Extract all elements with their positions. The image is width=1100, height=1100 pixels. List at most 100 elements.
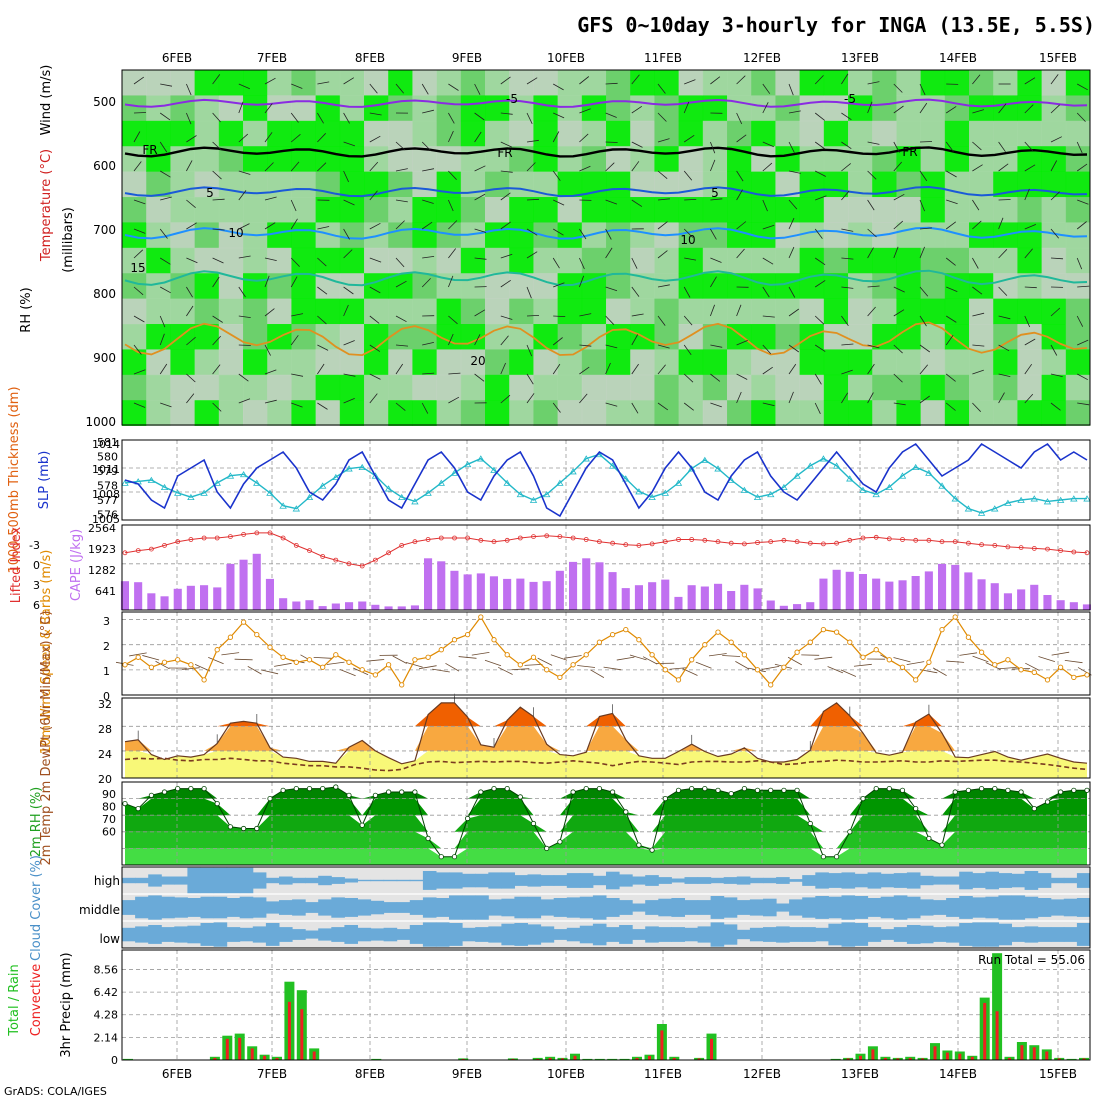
lifted-index-point — [610, 540, 615, 546]
rh-cell — [606, 197, 631, 223]
precip-convective-bar — [995, 1011, 999, 1060]
wind-barb — [631, 334, 639, 346]
wind-barb — [972, 109, 985, 114]
rh-cell — [315, 298, 341, 325]
wind-barb — [736, 112, 743, 125]
cloud-bar-high — [122, 877, 136, 884]
rh-cell — [122, 95, 147, 122]
wind-barb — [735, 661, 750, 670]
rh-cell — [630, 197, 655, 223]
cloud-bar-middle — [553, 898, 568, 917]
cloud-bar-low — [187, 925, 201, 944]
wind-barb — [317, 402, 328, 410]
wind-speed-point — [161, 659, 168, 665]
cape-bar — [977, 579, 986, 610]
rh-cell — [606, 349, 631, 376]
cloud-bar-high — [592, 875, 607, 886]
cloud-bar-low — [880, 929, 895, 940]
cape-bar — [318, 606, 327, 610]
top-day-label: 6FEB — [162, 51, 192, 65]
wind-barb — [247, 666, 262, 675]
wind-barb — [972, 344, 985, 347]
rh-cell — [848, 400, 873, 426]
wind-barb — [526, 393, 535, 404]
lifted-index-point — [227, 534, 233, 539]
rh-cell — [146, 70, 171, 96]
wind-barb — [814, 75, 824, 85]
precip-convective-bar — [561, 1058, 564, 1060]
cloud-bar-low — [1024, 926, 1039, 943]
wind-speed-point — [926, 659, 932, 665]
wind-barb — [264, 399, 277, 404]
rh-cell — [1041, 400, 1067, 426]
wind-barb — [893, 657, 911, 663]
wind-barb — [186, 112, 192, 125]
cloud-bar-high — [632, 876, 646, 885]
cloud-bar-low — [514, 923, 528, 946]
wind-speed-point — [649, 652, 655, 658]
cloud-bar-middle — [645, 900, 659, 915]
rh-point — [636, 842, 642, 848]
rh-cell — [194, 273, 220, 299]
wind-barb — [1050, 74, 1059, 85]
wind-barb — [972, 402, 981, 412]
wind-barb — [212, 402, 222, 412]
thickness-point — [253, 479, 261, 486]
wind-barb — [893, 373, 903, 383]
rh-cell — [315, 247, 341, 274]
rh-cell — [944, 120, 970, 147]
thickness-point — [266, 489, 274, 496]
rh-point — [675, 787, 682, 793]
wind-barb — [736, 248, 745, 259]
wind-barb — [906, 661, 925, 665]
rh-cell — [146, 324, 171, 350]
wind-barb — [841, 343, 854, 346]
precip-convective-bar — [573, 1055, 577, 1060]
wind-barb — [867, 285, 880, 288]
wind-barb — [159, 257, 171, 265]
rh-cell — [557, 400, 583, 426]
rh-cell — [581, 298, 607, 325]
wind-barb — [526, 139, 539, 143]
lifted-index-point — [649, 541, 655, 547]
wind-barb — [395, 402, 406, 411]
rh-point — [227, 824, 233, 830]
wind-barb — [1076, 315, 1084, 327]
wind-barb — [264, 103, 273, 114]
rh-cell — [122, 120, 147, 147]
rh-cell — [218, 349, 244, 376]
lifted-index-point — [755, 540, 760, 545]
wind-barb — [683, 402, 694, 411]
rh-cell — [606, 374, 631, 401]
wind-barb — [395, 363, 404, 375]
lifted-index-point — [794, 539, 800, 545]
rh-cell — [388, 197, 413, 223]
lifted-index-point — [979, 542, 984, 548]
wind-barb — [552, 228, 564, 236]
wind-barb — [919, 286, 929, 297]
cape-tick: 1282 — [88, 564, 116, 577]
rh-cell — [533, 324, 558, 350]
wind-barb — [998, 217, 1004, 230]
cloud-bar-high — [501, 872, 515, 889]
rh-cell — [509, 197, 534, 223]
rh-cell — [194, 324, 220, 350]
precip-convective-bar — [300, 1009, 304, 1060]
rh-cell — [218, 247, 244, 274]
wind-barb — [710, 228, 717, 240]
rh-cell — [1041, 247, 1067, 274]
cloud-bar-middle — [475, 895, 489, 920]
wind-barb — [710, 402, 722, 408]
top-day-label: 8FEB — [355, 51, 385, 65]
rh-point — [820, 854, 827, 860]
rh-cell — [170, 70, 195, 96]
wind-barb — [526, 228, 538, 236]
wind-barb — [369, 393, 378, 404]
rh-cell — [1041, 197, 1067, 223]
thickness-point — [398, 493, 406, 501]
lifted-index-point — [821, 541, 826, 547]
cloud-bar-high — [318, 875, 332, 886]
thickness-point — [121, 479, 129, 486]
wind-barb — [343, 199, 355, 206]
rh-cell — [896, 273, 921, 299]
